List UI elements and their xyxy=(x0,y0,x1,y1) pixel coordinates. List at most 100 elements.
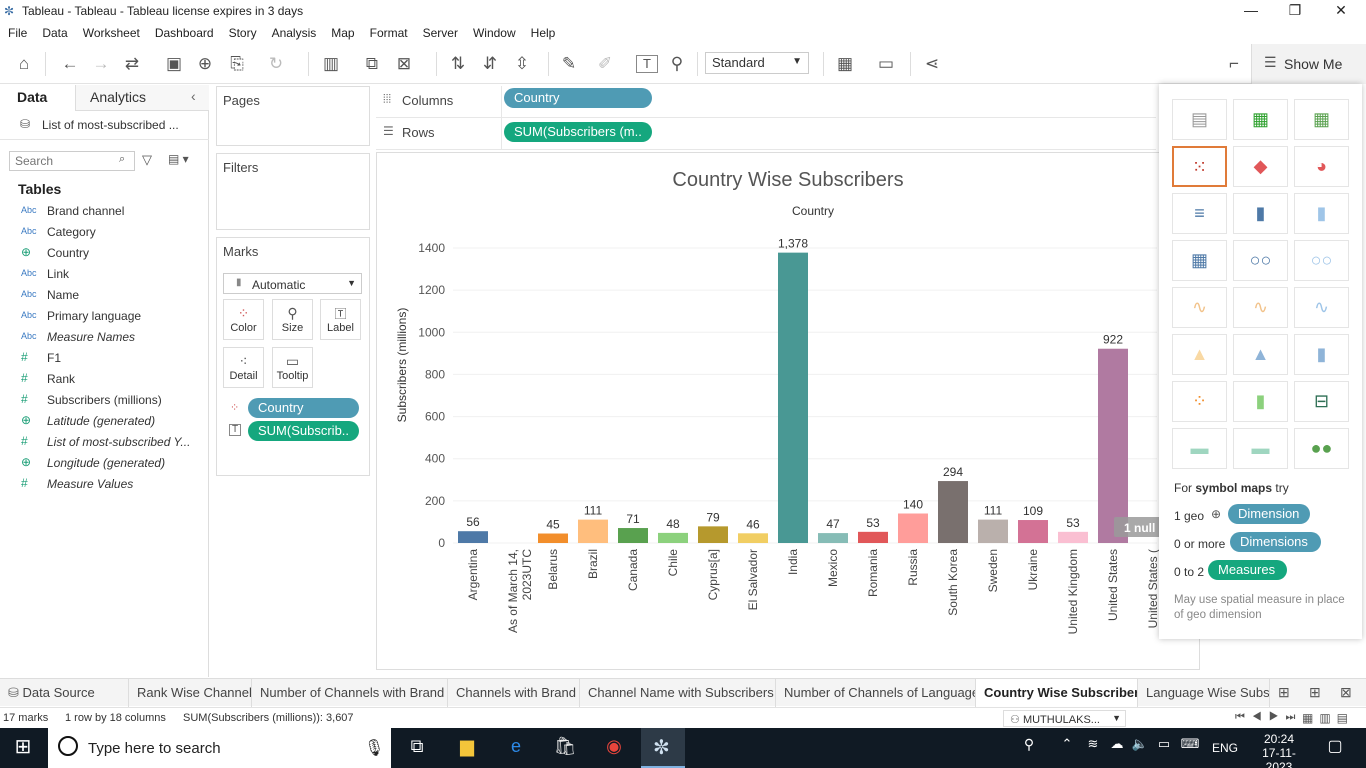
group-icon[interactable]: ✐ xyxy=(597,54,613,73)
field-item[interactable]: Abc Link xyxy=(0,264,209,285)
show-me-filled-map-icon[interactable]: ◆ xyxy=(1233,146,1288,187)
datasource-name[interactable]: List of most-subscribed ... xyxy=(42,118,179,132)
field-item[interactable]: ⊕ Country xyxy=(0,243,209,264)
columns-country-pill[interactable]: Country xyxy=(504,88,652,108)
rows-sum-pill[interactable]: SUM(Subscribers (m.. xyxy=(504,122,652,142)
field-item[interactable]: Abc Measure Names xyxy=(0,327,209,348)
sheet-tab[interactable]: Number of Channels of Language xyxy=(776,679,976,707)
presentation-mode-icon[interactable]: ▭ xyxy=(877,54,895,73)
taskbar-search[interactable]: Type here to search 🎙 xyxy=(48,728,391,768)
size-button[interactable]: ⚲ Size xyxy=(272,299,313,340)
show-me-packed-bubbles-icon[interactable]: ●● xyxy=(1294,428,1349,469)
menu-map[interactable]: Map xyxy=(331,26,355,40)
restore-icon[interactable]: ❐ xyxy=(1288,2,1302,18)
show-me-discrete-lines-icon[interactable]: ∿ xyxy=(1233,287,1288,328)
show-me-bullet-graph-icon[interactable]: ▬ xyxy=(1233,428,1288,469)
marks-country-pill[interactable]: Country xyxy=(248,398,359,418)
view-options-icon[interactable]: ▤ ▾ xyxy=(168,152,189,166)
sheet-tab[interactable]: Channel Name with Subscribers xyxy=(580,679,776,707)
show-me-heat-map-icon[interactable]: ▦ xyxy=(1233,99,1288,140)
sheet-tab[interactable]: Channels with Brand xyxy=(448,679,580,707)
sheet-tab[interactable]: ⛁ Data Source xyxy=(0,679,129,707)
sort-ascending-icon[interactable]: ⇵ xyxy=(482,54,498,73)
chevron-up-icon[interactable]: ⌃ xyxy=(1061,736,1073,751)
show-me-text-table-icon[interactable]: ▤ xyxy=(1172,99,1227,140)
show-me-side-by-side-bars-icon[interactable]: ▮ xyxy=(1294,193,1349,234)
sheet-tab[interactable]: Language Wise Subscr xyxy=(1138,679,1270,707)
show-me-side-by-side-circles-icon[interactable]: ○○ xyxy=(1294,240,1349,281)
menu-analysis[interactable]: Analysis xyxy=(271,26,317,40)
field-item[interactable]: # F1 xyxy=(0,348,209,369)
new-datasource-icon[interactable]: ⊕ xyxy=(197,54,213,73)
tab-data[interactable]: Data xyxy=(0,85,76,111)
task-view-icon[interactable]: ⧉ xyxy=(410,736,424,756)
windows-start-icon[interactable]: ⊞ xyxy=(14,736,32,758)
clock[interactable]: 20:24 17-11-2023 xyxy=(1250,732,1308,768)
swap-icon[interactable]: ⇄ xyxy=(124,54,140,73)
field-item[interactable]: # Subscribers (millions) xyxy=(0,390,209,411)
new-story-icon[interactable]: ⊠ xyxy=(1340,684,1352,700)
store-icon[interactable]: 🛍 xyxy=(553,736,577,756)
field-item[interactable]: ⊕ Longitude (generated) xyxy=(0,453,209,474)
save-icon[interactable]: ▣ xyxy=(165,54,183,73)
field-item[interactable]: Abc Category xyxy=(0,222,209,243)
swap-rows-columns-icon[interactable]: ⇅ xyxy=(450,54,466,73)
new-dashboard-icon[interactable]: ⊞ xyxy=(1309,684,1321,700)
tooltip-icon[interactable]: ⌐ xyxy=(1229,54,1239,73)
tooltip-button[interactable]: ▭ Tooltip xyxy=(272,347,313,388)
share-icon[interactable]: ⋖ xyxy=(924,54,940,73)
duplicate-icon[interactable]: ⧉ xyxy=(365,54,379,73)
tableau-taskbar-button[interactable]: ✼ xyxy=(641,728,685,768)
sheet-navigation-icon[interactable]: ⏮◀▶⏭ xyxy=(1235,711,1303,723)
keyboard-icon[interactable]: ⌨ xyxy=(1180,736,1200,751)
show-me-continuous-lines-icon[interactable]: ∿ xyxy=(1172,287,1227,328)
new-worksheet-icon[interactable]: ⊞ xyxy=(1278,684,1290,700)
field-item[interactable]: Abc Brand channel xyxy=(0,201,209,222)
show-me-circle-views-icon[interactable]: ○○ xyxy=(1233,240,1288,281)
sheet-tab[interactable]: Rank Wise Channel xyxy=(129,679,252,707)
volume-icon[interactable]: 🔈 xyxy=(1131,736,1149,751)
menu-window[interactable]: Window xyxy=(472,26,516,40)
redo-icon[interactable]: → xyxy=(92,54,110,73)
show-me-area-discrete-icon[interactable]: ▲ xyxy=(1233,334,1288,375)
clear-sheet-icon[interactable]: ⊠ xyxy=(396,54,412,73)
show-me-horizontal-bars-icon[interactable]: ≡ xyxy=(1172,193,1227,234)
show-me-scatter-plot-icon[interactable]: ⁘ xyxy=(1172,381,1227,422)
show-mark-labels-icon[interactable]: T xyxy=(636,55,658,73)
label-button[interactable]: 🅃 Label xyxy=(320,299,361,340)
field-item[interactable]: ⊕ Latitude (generated) xyxy=(0,411,209,432)
show-me-highlight-table-icon[interactable]: ▦ xyxy=(1294,99,1349,140)
filter-icon[interactable]: ▽ xyxy=(142,152,152,167)
mark-type-select[interactable]: ▮ Automatic ▼ xyxy=(223,273,362,294)
user-menu[interactable]: ⚇ MUTHULAKS... ▼ xyxy=(1003,710,1126,727)
chrome-icon[interactable]: ◉ xyxy=(606,736,622,756)
pause-icon[interactable]: ⎘ xyxy=(230,54,244,73)
new-worksheet-icon[interactable]: ▥ xyxy=(322,54,340,73)
sheet-tab[interactable]: Country Wise Subscribers xyxy=(976,679,1138,707)
onedrive-icon[interactable]: ☁ xyxy=(1110,736,1124,751)
rows-shelf[interactable]: ☰ Rows SUM(Subscribers (m.. xyxy=(376,118,1156,150)
refresh-icon[interactable]: ↻ xyxy=(268,54,284,73)
menu-dashboard[interactable]: Dashboard xyxy=(154,26,214,40)
menu-worksheet[interactable]: Worksheet xyxy=(82,26,140,40)
home-icon[interactable]: ⌂ xyxy=(18,54,30,73)
menu-help[interactable]: Help xyxy=(530,26,556,40)
people-icon[interactable]: ⚲ xyxy=(1023,736,1035,752)
show-me-gantt-chart-icon[interactable]: ▬ xyxy=(1172,428,1227,469)
show-me-histogram-icon[interactable]: ▮ xyxy=(1233,381,1288,422)
field-item[interactable]: # Rank xyxy=(0,369,209,390)
show-me-area-continuous-icon[interactable]: ▲ xyxy=(1172,334,1227,375)
show-me-treemap-icon[interactable]: ▦ xyxy=(1172,240,1227,281)
tab-analytics[interactable]: Analytics xyxy=(76,85,186,111)
field-item[interactable]: # List of most-subscribed Y... xyxy=(0,432,209,453)
language-indicator[interactable]: ENG xyxy=(1212,741,1239,755)
detail-button[interactable]: ⁖ Detail xyxy=(223,347,264,388)
show-me-dual-combination-icon[interactable]: ▮ xyxy=(1294,334,1349,375)
field-item[interactable]: Abc Name xyxy=(0,285,209,306)
microphone-icon[interactable]: 🎙 xyxy=(364,740,385,757)
fit-select[interactable]: Standard ▼ xyxy=(705,52,809,74)
battery-icon[interactable]: ▭ xyxy=(1157,736,1171,751)
show-me-stacked-bars-icon[interactable]: ▮ xyxy=(1233,193,1288,234)
network-icon[interactable]: ≋ xyxy=(1087,736,1099,751)
show-me-box-whisker-icon[interactable]: ⊟ xyxy=(1294,381,1349,422)
